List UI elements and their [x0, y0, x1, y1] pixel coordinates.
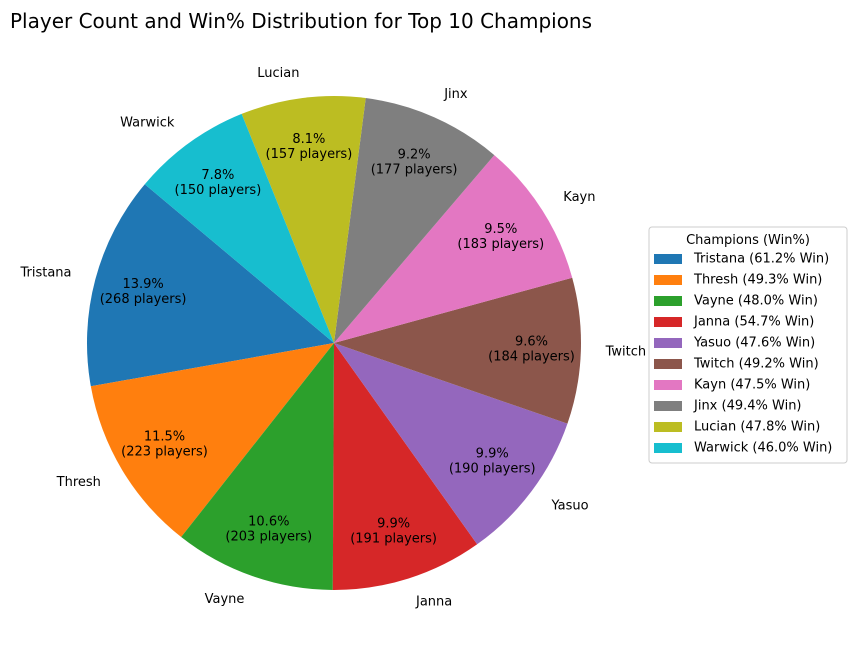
- slice-percent-yasuo: 9.9%: [476, 446, 509, 461]
- slice-label-tristana: Tristana: [19, 265, 71, 280]
- legend-swatch-lucian: [654, 422, 682, 432]
- pie-labels: Tristana 13.9%(268 players) Thresh 11.5%(22…: [19, 66, 646, 610]
- slice-percent-twitch: 9.6%: [515, 334, 548, 349]
- legend-title: Champions (Win%): [686, 233, 810, 248]
- legend-frame: [648, 226, 848, 464]
- slice-count-jinx: (177 players): [371, 162, 458, 177]
- slice-count-janna: (191 players): [350, 531, 437, 546]
- pie-slice-vayne: [181, 343, 334, 590]
- legend-label-lucian: Lucian (47.8% Win): [694, 420, 820, 435]
- slice-percent-jinx: 9.2%: [398, 147, 431, 162]
- legend-swatch-vayne: [654, 296, 682, 306]
- slice-label-warwick: Warwick: [120, 116, 175, 131]
- slice-count-warwick: (150 players): [175, 183, 262, 198]
- slice-percent-kayn: 9.5%: [484, 222, 517, 237]
- legend-label-jinx: Jinx (49.4% Win): [693, 399, 802, 414]
- slice-percent-tristana: 13.9%: [122, 277, 163, 292]
- legend-label-warwick: Warwick (46.0% Win): [694, 441, 832, 456]
- pie-slice-twitch: [334, 277, 581, 424]
- legend-label-twitch: Twitch (49.2% Win): [693, 357, 819, 372]
- slice-count-kayn: (183 players): [457, 237, 544, 252]
- legend-swatch-thresh: [654, 275, 682, 285]
- slice-label-jinx: Jinx: [443, 87, 468, 102]
- legend-label-thresh: Thresh (49.3% Win): [693, 273, 822, 288]
- slice-count-yasuo: (190 players): [449, 461, 536, 476]
- slice-percent-warwick: 7.8%: [201, 168, 234, 183]
- legend-swatch-jinx: [654, 401, 682, 411]
- slice-count-thresh: (223 players): [121, 445, 208, 460]
- pie-slice-kayn: [334, 155, 573, 343]
- pie-slice-tristana: [86, 184, 335, 387]
- slice-percent-vayne: 10.6%: [248, 515, 289, 530]
- legend-swatch-twitch: [654, 359, 682, 369]
- legend-items: Tristana (61.2% Win) Thresh (49.3% Win) Va…: [654, 252, 832, 456]
- pie-slice-thresh: [90, 343, 334, 538]
- legend-swatch-kayn: [654, 380, 682, 390]
- slice-label-kayn: Kayn: [563, 190, 595, 205]
- pie-slice-warwick: [144, 113, 334, 344]
- slice-count-lucian: (157 players): [266, 147, 353, 162]
- slice-percent-thresh: 11.5%: [144, 430, 185, 445]
- slice-count-twitch: (184 players): [488, 349, 575, 364]
- legend: Champions (Win%) Tristana (61.2% Win) Thr…: [648, 226, 848, 464]
- legend-label-tristana: Tristana (61.2% Win): [693, 252, 829, 267]
- slice-label-twitch: Twitch: [605, 344, 647, 359]
- pie-slice-janna: [332, 343, 478, 591]
- pie-slices: [86, 96, 581, 591]
- slice-count-vayne: (203 players): [225, 530, 312, 545]
- slice-count-tristana: (268 players): [100, 292, 187, 307]
- legend-swatch-tristana: [654, 254, 682, 264]
- legend-label-vayne: Vayne (48.0% Win): [694, 294, 818, 309]
- legend-label-yasuo: Yasuo (47.6% Win): [693, 336, 815, 351]
- slice-percent-janna: 9.9%: [377, 516, 410, 531]
- pie-slice-lucian: [241, 96, 366, 343]
- slice-label-thresh: Thresh: [56, 475, 101, 490]
- slice-percent-lucian: 8.1%: [292, 132, 325, 147]
- legend-swatch-warwick: [654, 443, 682, 453]
- legend-swatch-janna: [654, 317, 682, 327]
- legend-label-kayn: Kayn (47.5% Win): [694, 378, 810, 393]
- slice-label-lucian: Lucian: [257, 66, 299, 81]
- legend-swatch-yasuo: [654, 338, 682, 348]
- slice-label-vayne: Vayne: [205, 592, 245, 607]
- slice-label-yasuo: Yasuo: [551, 498, 589, 513]
- pie-slice-yasuo: [334, 343, 568, 545]
- slice-label-janna: Janna: [415, 595, 452, 610]
- legend-label-janna: Janna (54.7% Win): [693, 315, 814, 330]
- chart-title: Player Count and Win% Distribution for T…: [10, 9, 592, 33]
- pie-slice-jinx: [334, 98, 495, 343]
